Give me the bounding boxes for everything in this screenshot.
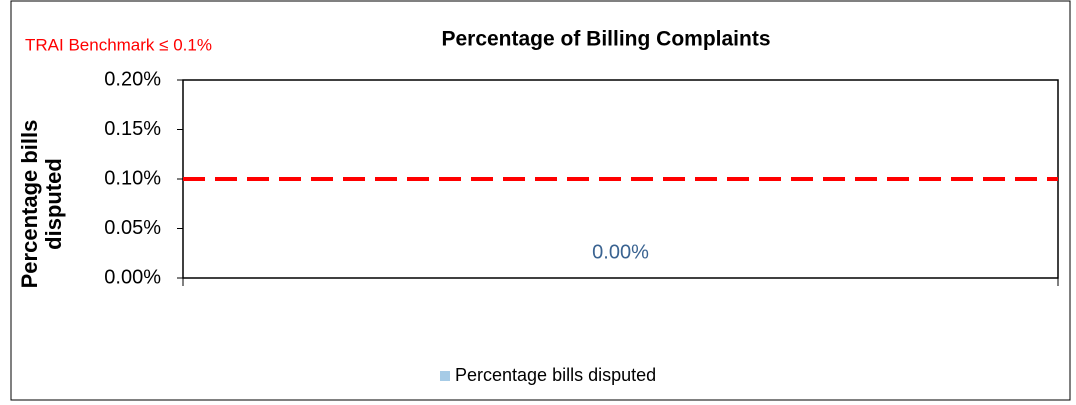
legend-swatch: [440, 371, 450, 381]
data-label: 0.00%: [592, 241, 649, 263]
y-tick-label: 0.15%: [104, 118, 161, 140]
chart-title: Percentage of Billing Complaints: [441, 28, 770, 51]
legend-label: Percentage bills disputed: [455, 365, 656, 385]
y-tick-label: 0.00%: [104, 266, 161, 288]
y-tick-label: 0.05%: [104, 217, 161, 239]
y-tick-label: 0.20%: [104, 68, 161, 90]
benchmark-label: TRAI Benchmark ≤ 0.1%: [25, 35, 212, 54]
y-tick-label: 0.10%: [104, 167, 161, 189]
y-axis-label: Percentage bills disputed: [17, 119, 66, 289]
chart-frame: [10, 0, 1071, 401]
